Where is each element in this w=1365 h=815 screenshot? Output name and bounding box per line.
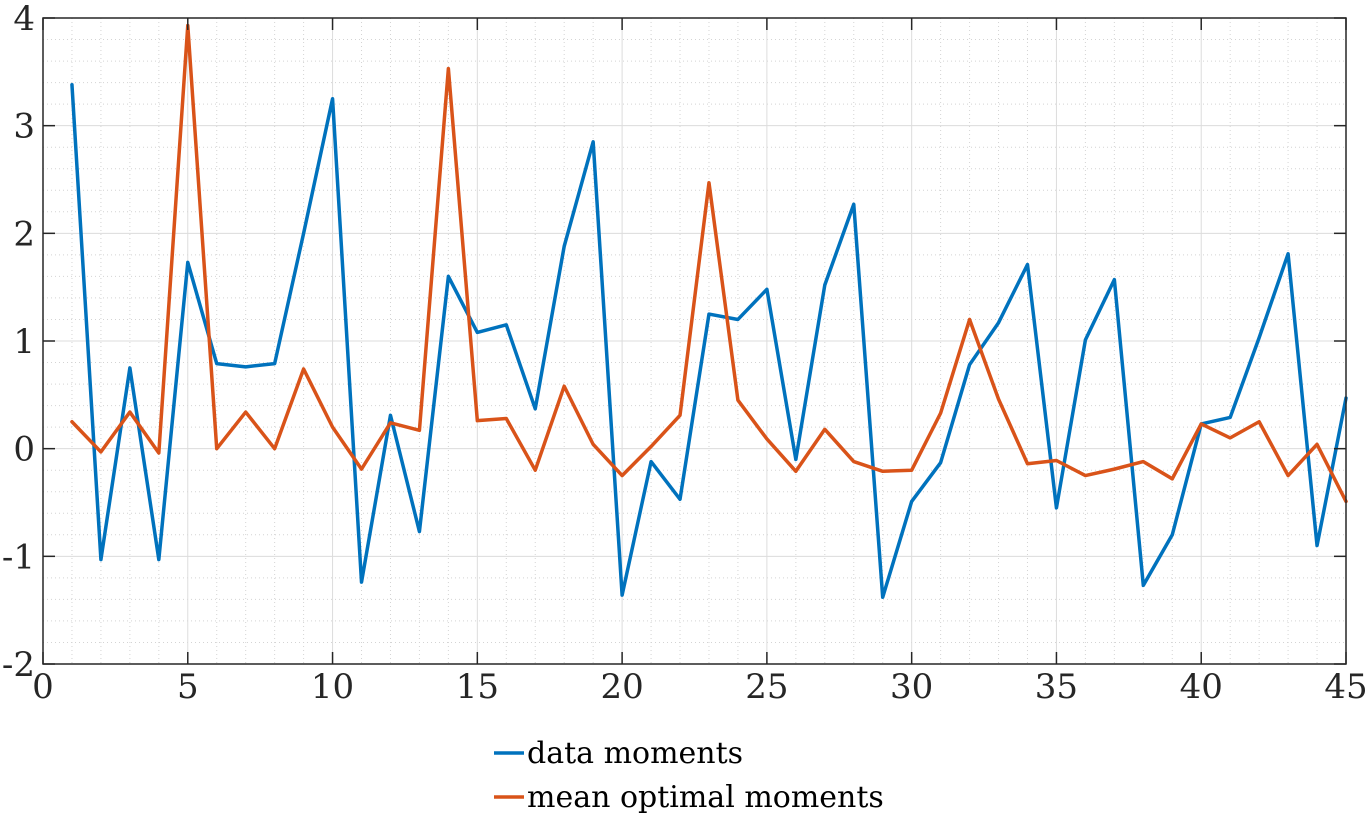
x-tick-label: 10 bbox=[311, 667, 354, 707]
x-tick-label: 0 bbox=[32, 667, 54, 707]
legend-label-1: mean optimal moments bbox=[527, 780, 884, 815]
legend-label-0: data moments bbox=[527, 736, 743, 771]
y-tick-label: 4 bbox=[13, 0, 35, 39]
y-tick-label: 3 bbox=[13, 107, 35, 147]
series-line-0 bbox=[70, 83, 1348, 599]
x-tick-label: 20 bbox=[600, 667, 643, 707]
y-tick-label: 0 bbox=[13, 430, 35, 470]
x-tick-label: 35 bbox=[1035, 667, 1078, 707]
y-tick-label: 2 bbox=[13, 214, 35, 254]
series-layer bbox=[70, 23, 1348, 599]
legend: data moments mean optimal moments bbox=[494, 736, 884, 815]
x-tick-label: 5 bbox=[177, 667, 199, 707]
x-tick-label: 40 bbox=[1180, 667, 1223, 707]
y-axis-ticks: -2 -1 0 1 2 3 4 bbox=[2, 0, 1346, 685]
y-tick-label: -1 bbox=[2, 537, 35, 577]
x-axis-ticks: 0 5 10 15 20 25 30 35 40 45 bbox=[32, 18, 1365, 707]
x-tick-label: 25 bbox=[745, 667, 788, 707]
x-tick-label: 45 bbox=[1324, 667, 1365, 707]
y-tick-label: 1 bbox=[13, 322, 35, 362]
x-tick-label: 30 bbox=[890, 667, 933, 707]
y-tick-label: -2 bbox=[2, 645, 35, 685]
x-tick-label: 15 bbox=[456, 667, 499, 707]
series-line-1 bbox=[70, 23, 1348, 504]
